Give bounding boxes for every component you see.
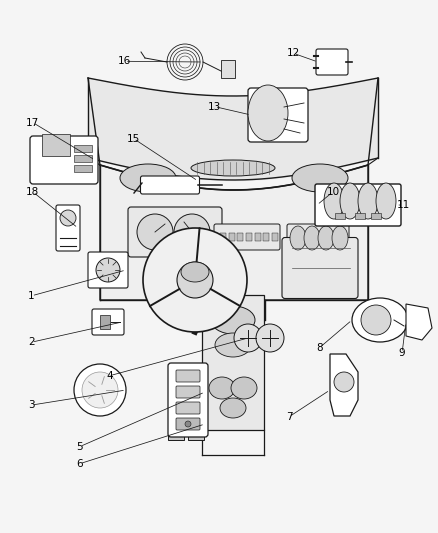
Ellipse shape [181, 262, 209, 282]
Text: 8: 8 [316, 343, 323, 352]
Ellipse shape [292, 164, 348, 192]
Bar [74, 145, 92, 152]
FancyBboxPatch shape [176, 370, 200, 382]
FancyBboxPatch shape [176, 402, 200, 414]
Polygon shape [100, 165, 368, 300]
Text: 3: 3 [28, 400, 35, 410]
Text: 17: 17 [26, 118, 39, 127]
Polygon shape [406, 304, 432, 340]
Circle shape [96, 258, 120, 282]
FancyBboxPatch shape [315, 184, 401, 226]
Ellipse shape [209, 377, 235, 399]
Bar [355, 213, 365, 219]
Ellipse shape [324, 183, 344, 219]
FancyBboxPatch shape [92, 309, 124, 335]
FancyBboxPatch shape [282, 238, 358, 298]
Bar [335, 213, 345, 219]
Bar [74, 165, 92, 172]
Circle shape [185, 421, 191, 427]
Bar [168, 402, 184, 440]
Bar [100, 315, 110, 329]
Bar [221, 60, 235, 78]
Ellipse shape [248, 85, 288, 141]
Bar [74, 155, 92, 162]
Ellipse shape [361, 305, 391, 335]
Circle shape [334, 372, 354, 392]
FancyBboxPatch shape [287, 224, 349, 252]
FancyBboxPatch shape [56, 205, 80, 251]
Text: 1: 1 [28, 291, 35, 301]
Circle shape [256, 324, 284, 352]
Bar [272, 233, 278, 241]
Bar [229, 233, 235, 241]
FancyBboxPatch shape [316, 49, 348, 75]
Text: 10: 10 [326, 187, 339, 197]
Text: 7: 7 [286, 412, 293, 422]
Text: 12: 12 [287, 49, 300, 58]
Bar [371, 213, 381, 219]
Bar [188, 402, 204, 440]
Text: 9: 9 [399, 348, 406, 358]
Text: 15: 15 [127, 134, 140, 143]
FancyBboxPatch shape [214, 224, 280, 250]
Circle shape [60, 210, 76, 226]
Circle shape [177, 262, 213, 298]
Ellipse shape [318, 226, 334, 250]
Ellipse shape [358, 183, 378, 219]
Ellipse shape [352, 298, 408, 342]
Text: 6: 6 [76, 459, 83, 469]
FancyBboxPatch shape [141, 176, 199, 194]
Bar [202, 295, 264, 430]
Bar [220, 233, 226, 241]
Polygon shape [330, 354, 358, 416]
Ellipse shape [340, 183, 360, 219]
Bar [237, 233, 244, 241]
Ellipse shape [220, 398, 246, 418]
Ellipse shape [332, 226, 348, 250]
Ellipse shape [120, 164, 176, 192]
FancyBboxPatch shape [248, 88, 308, 142]
Text: 13: 13 [208, 102, 221, 111]
Circle shape [82, 372, 118, 408]
Ellipse shape [231, 377, 257, 399]
Circle shape [137, 214, 173, 250]
Text: 5: 5 [76, 442, 83, 451]
Ellipse shape [304, 226, 320, 250]
Ellipse shape [376, 183, 396, 219]
Text: 16: 16 [118, 56, 131, 66]
FancyBboxPatch shape [88, 252, 128, 288]
FancyBboxPatch shape [128, 207, 222, 257]
Ellipse shape [215, 333, 251, 357]
Circle shape [174, 214, 210, 250]
Circle shape [74, 364, 126, 416]
Text: 18: 18 [26, 187, 39, 197]
FancyBboxPatch shape [30, 136, 98, 184]
FancyBboxPatch shape [176, 386, 200, 398]
Ellipse shape [290, 226, 306, 250]
Bar [246, 233, 252, 241]
Text: 4: 4 [106, 371, 113, 381]
Bar [254, 233, 261, 241]
Bar [263, 233, 269, 241]
Ellipse shape [211, 306, 255, 334]
Circle shape [234, 324, 262, 352]
FancyBboxPatch shape [168, 363, 208, 437]
Ellipse shape [191, 160, 275, 176]
FancyBboxPatch shape [176, 418, 200, 430]
Text: 2: 2 [28, 337, 35, 347]
Text: 11: 11 [396, 200, 410, 210]
Bar [42, 134, 70, 156]
Circle shape [143, 228, 247, 332]
